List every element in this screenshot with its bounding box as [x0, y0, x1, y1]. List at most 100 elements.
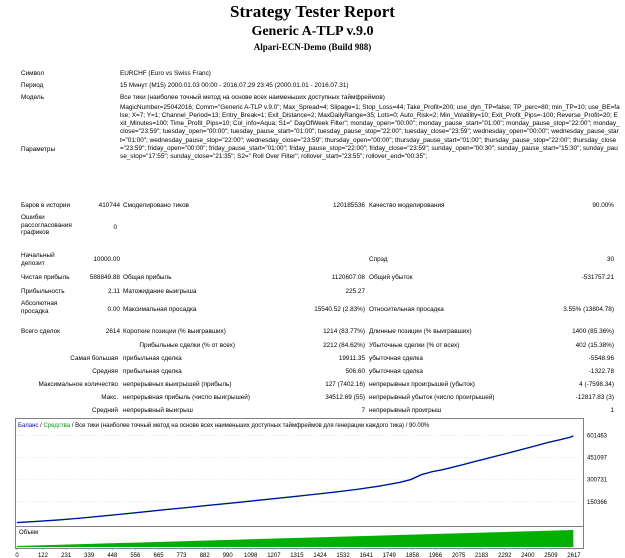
x-tick-labels: 0 122 231 339 448 556 665 773 882 990 1098 1207 1315… — [15, 548, 581, 558]
largest-profit-label: прибыльная сделка — [123, 355, 182, 362]
x-tick-label-21: 2292 — [498, 553, 512, 558]
avg-cons-wins-value: 7 — [361, 407, 365, 414]
x-tick-label-24: 2617 — [567, 553, 581, 558]
max-cons-wins-label: непрерывных выигрышей (прибыль) — [123, 381, 232, 388]
maximal-label: Макс. — [101, 394, 118, 401]
x-tick-label-0: 0 — [15, 553, 19, 558]
gross-profit-value: 1120607.08 — [331, 274, 365, 281]
long-label: Длинные позиции (% выигравших) — [369, 328, 472, 335]
params-label: Параметры — [21, 146, 56, 153]
profit-factor-label: Прибыльность — [21, 288, 65, 295]
params-value: MagicNumber=25042016; Comm="Generic A-TL… — [120, 104, 620, 160]
x-tick-label-16: 1749 — [383, 553, 397, 558]
legend-quality: 90.00% — [409, 423, 430, 429]
symbol-value: EURCHF (Euro vs Swiss Franc) — [120, 70, 211, 77]
chart-legend: Баланс / Средства / Все тики (наиболее т… — [18, 422, 430, 429]
gross-loss-value: -531757.21 — [581, 274, 614, 281]
x-tick-label-23: 2509 — [544, 553, 558, 558]
legend-sep-2: / — [70, 423, 75, 429]
quality-value: 90.00% — [592, 202, 614, 209]
spread-value: 30 — [606, 256, 614, 263]
x-tick-label-3: 339 — [84, 553, 95, 558]
x-tick-label-18: 1966 — [429, 553, 443, 558]
symbol-label: Символ — [21, 70, 45, 77]
legend-sep-3: / — [404, 423, 409, 429]
largest-loss-label: убыточная сделка — [369, 355, 423, 362]
max-cons-wins-value: 127 (7402.16) — [325, 381, 365, 388]
balance-line — [16, 435, 574, 524]
max-cons-losses-label: непрерывных проигрышей (убыток) — [369, 381, 475, 388]
max-cons-losses-value: 4 (-7598.34) — [579, 381, 614, 388]
long-value: 1400 (85.36%) — [572, 328, 614, 335]
avg-cons-label: Средний — [92, 407, 118, 414]
avg-cons-wins-label: непрерывный выигрыш — [123, 407, 193, 414]
average-profit-label: прибыльная сделка — [123, 368, 182, 375]
volume-area — [17, 530, 574, 547]
x-tick-label-20: 2183 — [475, 553, 489, 558]
deposit-label: Начальный депозит — [21, 252, 55, 267]
largest-profit-value: 19911.35 — [338, 355, 365, 362]
chart-series-group — [16, 435, 574, 524]
max-dd-value: 15540.52 (2.83%) — [314, 306, 365, 313]
chart-plot-frame — [15, 418, 584, 527]
chart-grid — [17, 435, 581, 503]
loss-trades-value: 402 (15.38%) — [575, 342, 614, 349]
x-tick-label-6: 665 — [154, 553, 165, 558]
maximal-profit-label: непрерывная прибыль (число выигрышей) — [123, 394, 250, 401]
loss-trades-label: Убыточные сделки (% от всех) — [369, 342, 460, 349]
model-value: Все тики (наиболее точный метод на основ… — [120, 94, 385, 101]
y-tick-label-1: 451097 — [587, 456, 608, 462]
abs-dd-label: Абсолютная просадка — [21, 300, 58, 315]
max-cons-label: Максимальное количество — [38, 381, 118, 388]
profit-factor-value: 2.11 — [108, 288, 120, 295]
average-profit-value: 506.60 — [345, 368, 365, 375]
legend-equity: Средства — [43, 423, 70, 429]
total-trades-value: 2614 — [105, 328, 120, 335]
x-tick-label-7: 773 — [177, 553, 188, 558]
maximal-profit-value: 34512.69 (55) — [325, 394, 365, 401]
x-tick-label-17: 1858 — [406, 553, 420, 558]
x-tick-label-19: 2075 — [452, 553, 466, 558]
max-dd-label: Максимальная просадка — [123, 306, 197, 313]
expert-name: Generic A-TLP v.9.0 — [251, 24, 374, 39]
x-tick-label-10: 1098 — [244, 553, 258, 558]
y-tick-labels: 601463 451097 300731 150366 — [587, 433, 608, 505]
x-tick-label-1: 122 — [38, 553, 49, 558]
average-loss-value: -1322.78 — [588, 368, 614, 375]
largest-loss-value: -5548.96 — [588, 355, 614, 362]
average-loss-label: убыточная сделка — [369, 368, 423, 375]
legend-sep-1: / — [38, 423, 43, 429]
x-tick-label-4: 448 — [107, 553, 118, 558]
bars-label: Баров в истории — [21, 202, 71, 209]
gross-loss-label: Общий убыток — [369, 274, 413, 281]
quality-label: Качество моделирования — [369, 202, 445, 209]
expected-payoff-value: 225.27 — [345, 288, 365, 295]
bars-value: 410744 — [98, 202, 120, 209]
errors-value: 0 — [113, 224, 117, 231]
maximal-loss-label: непрерывный убыток (число проигрышей) — [369, 394, 495, 401]
legend-balance: Баланс — [18, 423, 38, 429]
deposit-value: 10000.00 — [93, 256, 120, 263]
x-tick-label-13: 1424 — [313, 553, 327, 558]
short-label: Короткие позиции (% выигравших) — [123, 328, 226, 335]
net-profit-value: 588849.88 — [89, 274, 120, 281]
x-tick-label-12: 1315 — [290, 553, 304, 558]
balance-chart: Баланс / Средства / Все тики (наиболее т… — [15, 418, 615, 558]
x-tick-label-8: 882 — [200, 553, 211, 558]
volume-area-group — [17, 530, 574, 547]
average-label: Средняя — [92, 368, 118, 375]
report-title: Strategy Tester Report — [230, 2, 395, 21]
ticks-label: Смоделировано тиков — [123, 202, 189, 209]
spread-label: Спрэд — [369, 256, 388, 263]
x-tick-label-15: 1641 — [360, 553, 374, 558]
x-tick-label-14: 1532 — [336, 553, 350, 558]
avg-cons-losses-value: 1 — [610, 407, 614, 414]
server-name: Alpari-ECN-Demo (Build 988) — [253, 42, 372, 52]
x-tick-label-9: 990 — [223, 553, 234, 558]
profit-trades-label: Прибыльные сделки (% от всех) — [139, 342, 235, 349]
rel-dd-value: 3.55% (13804.78) — [563, 306, 614, 313]
y-tick-label-3: 150366 — [587, 500, 608, 506]
total-trades-label: Всего сделок — [21, 328, 60, 335]
period-value: 15 Минут (M15) 2000.01.03 00:00 - 2016.0… — [120, 82, 349, 89]
x-tick-label-2: 231 — [61, 553, 72, 558]
